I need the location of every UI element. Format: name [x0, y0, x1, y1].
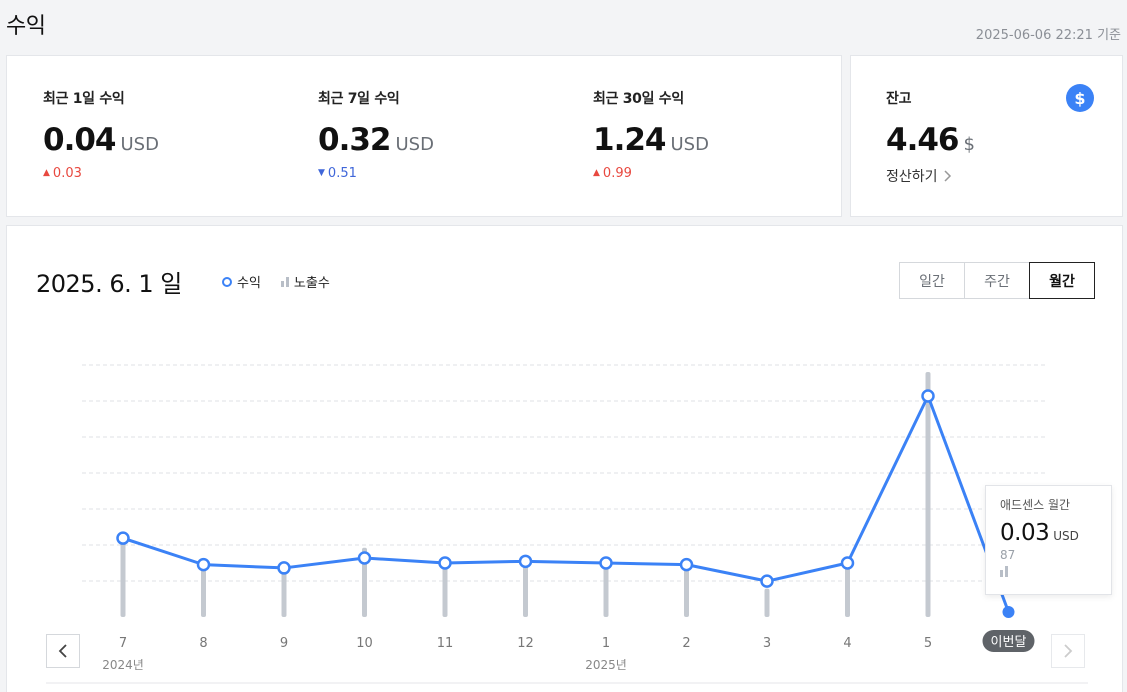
balance-value: 4.46 [886, 122, 959, 158]
stat-delta: ▲ 0.03 [43, 166, 159, 181]
chart-card: 2025. 6. 1 일 수익 노출수 일간 주간 월간 7 8 9 10 11 12 1 2… [6, 225, 1123, 692]
arrow-up-icon: ▲ [43, 168, 50, 178]
balance-card: 잔고 4.46 $ 정산하기 $ [850, 55, 1123, 217]
stat-value: 1.24 [593, 122, 666, 158]
current-month-badge [982, 630, 1035, 652]
x-tick-label: 10 [356, 636, 373, 651]
x-tick-label: 4 [843, 636, 851, 651]
x-tick-label: 3 [763, 636, 771, 651]
impressions-bar [362, 547, 367, 617]
x-tick-label: 7 [119, 636, 127, 651]
impressions-bar [764, 588, 770, 617]
impressions-bar [523, 554, 528, 617]
dollar-icon: $ [1066, 84, 1094, 112]
stat-label: 최근 1일 수익 [43, 91, 125, 107]
stat-value: 0.32 [318, 122, 391, 158]
arrow-up-icon: ▲ [593, 168, 600, 178]
chart-tooltip: 애드센스 월간 0.03 USD 87 [985, 485, 1112, 595]
stat-7day: 최근 7일 수익 0.32 USD ▼ 0.51 [318, 88, 434, 181]
x-tick-label: 9 [280, 636, 288, 651]
revenue-point [196, 557, 211, 572]
chart-legend: 수익 노출수 [222, 272, 330, 291]
revenue-point [599, 556, 613, 570]
revenue-point [679, 557, 694, 572]
stat-value: 0.04 [43, 122, 116, 158]
legend-revenue-label: 수익 [237, 276, 261, 291]
impressions-bar [442, 565, 448, 617]
tooltip-unit: USD [1053, 529, 1079, 543]
chevron-left-icon [58, 644, 67, 658]
tab-monthly[interactable]: 월간 [1029, 262, 1095, 299]
timestamp: 2025-06-06 22:21 기준 [975, 28, 1121, 43]
x-tick-label: 1 [602, 636, 610, 651]
legend-revenue: 수익 [222, 272, 261, 291]
impressions-bar [684, 563, 689, 617]
stat-delta: ▲ 0.99 [593, 166, 709, 181]
revenue-point-current [1002, 606, 1015, 618]
x-tick-label: 2 [682, 636, 690, 651]
page-title: 수익 [6, 14, 46, 39]
stat-label: 최근 7일 수익 [318, 91, 400, 107]
bar-chart-icon [280, 276, 289, 287]
revenue-point [357, 551, 372, 565]
revenue-line [122, 394, 1010, 613]
stat-delta: ▼ 0.51 [318, 166, 434, 181]
arrow-down-icon: ▼ [318, 168, 325, 178]
x-tick-label: 이번달 [991, 635, 1027, 650]
tooltip-title: 애드센스 월간 [1000, 498, 1071, 512]
impressions-bar [281, 570, 287, 617]
impressions-bar [201, 560, 206, 617]
x-tick-label: 5 [924, 636, 932, 651]
revenue-point [116, 531, 130, 545]
revenue-point [921, 389, 935, 403]
revenue-point [277, 561, 291, 575]
stat-unit: USD [120, 134, 159, 155]
stat-30day: 최근 30일 수익 1.24 USD ▲ 0.99 [593, 88, 709, 181]
settle-link[interactable]: 정산하기 [886, 166, 975, 186]
bar-chart-icon [1000, 566, 1097, 577]
revenue-point [438, 556, 452, 570]
tooltip-value: 0.03 [1000, 520, 1050, 546]
summary-card: 최근 1일 수익 0.04 USD ▲ 0.03 최근 7일 수익 0.32 U… [6, 55, 842, 217]
impressions-bar [845, 560, 850, 617]
balance-unit: $ [963, 134, 975, 155]
tooltip-impressions: 87 [1000, 548, 1016, 562]
stat-label: 최근 30일 수익 [593, 91, 684, 107]
revenue-point [760, 574, 774, 588]
x-tick-label: 11 [437, 636, 454, 651]
balance-label: 잔고 [886, 91, 912, 107]
stat-unit: USD [670, 134, 709, 155]
tab-daily[interactable]: 일간 [899, 262, 965, 299]
revenue-point [840, 556, 855, 570]
chevron-right-icon [1064, 644, 1073, 658]
next-button[interactable] [1051, 634, 1085, 668]
period-tabs: 일간 주간 월간 [899, 262, 1095, 299]
prev-button[interactable] [46, 634, 80, 668]
impressions-bar [925, 372, 931, 617]
balance-stat: 잔고 4.46 $ 정산하기 [886, 88, 975, 186]
revenue-point [518, 554, 533, 569]
chart-date: 2025. 6. 1 일 [36, 270, 182, 298]
delta-value: 0.99 [602, 166, 632, 181]
year-label: 2024년 [102, 658, 144, 672]
legend-impressions: 노출수 [280, 272, 330, 291]
delta-value: 0.51 [327, 166, 357, 181]
circle-icon [222, 276, 232, 287]
impressions-bar [120, 538, 126, 617]
delta-value: 0.03 [52, 166, 82, 181]
stat-unit: USD [395, 134, 434, 155]
year-label: 2025년 [585, 658, 627, 672]
legend-impressions-label: 노출수 [293, 276, 330, 291]
stat-1day: 최근 1일 수익 0.04 USD ▲ 0.03 [43, 88, 159, 181]
settle-label: 정산하기 [886, 169, 938, 185]
x-tick-label: 12 [517, 636, 534, 651]
x-tick-label: 8 [199, 636, 207, 651]
chevron-right-icon [944, 170, 951, 182]
impressions-bar [603, 560, 609, 617]
